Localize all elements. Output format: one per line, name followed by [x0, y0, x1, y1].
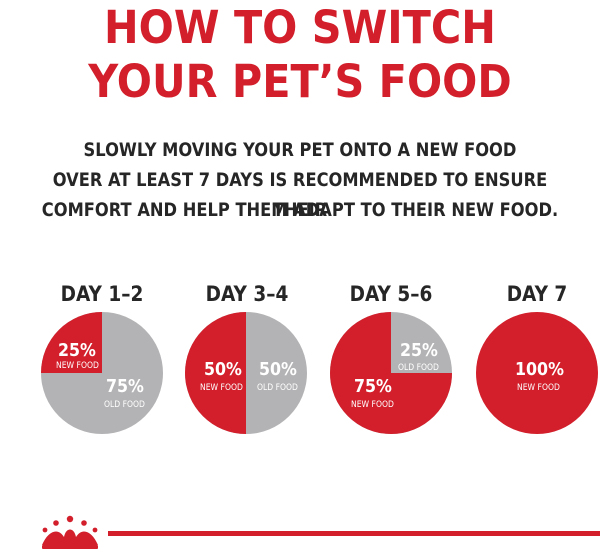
day-7-new-percent: 100%	[515, 359, 564, 380]
day-3-4-old-percent: 50%	[259, 359, 297, 380]
day-label-1-2: DAY 1–2	[60, 282, 144, 306]
day-7-new-caption: NEW FOOD	[517, 383, 560, 393]
day-5-6-new-percent: 75%	[354, 376, 392, 397]
page-title-line-2: YOUR PET’S FOOD	[88, 55, 512, 108]
day-5-6-old-percent: 25%	[400, 340, 438, 361]
intro-text-line-2: OVER AT LEAST 7 DAYS IS RECOMMENDED TO E…	[52, 170, 548, 221]
day-label-3-4: DAY 3–4	[205, 282, 289, 306]
intro-text-line-1: SLOWLY MOVING YOUR PET ONTO A NEW FOOD	[83, 140, 517, 161]
page-title-line-1: HOW TO SWITCH	[104, 1, 496, 54]
day-label-7: DAY 7	[506, 282, 568, 306]
day-3-4-old-caption: OLD FOOD	[257, 383, 298, 393]
pie-day-3-4-new-food	[185, 312, 246, 434]
day-1-2-old-caption: OLD FOOD	[104, 400, 145, 410]
bottom-red-rule	[108, 531, 600, 536]
day-1-2-new-percent: 25%	[58, 340, 96, 361]
pie-day-7-old-food	[476, 312, 598, 434]
pie-day-1-2-new-food	[41, 312, 102, 373]
intro-text-line-3: COMFORT AND HELP THEM ADAPT TO THEIR NEW…	[41, 200, 559, 221]
day-5-6-old-caption: OLD FOOD	[398, 363, 439, 373]
day-3-4-new-percent: 50%	[204, 359, 242, 380]
day-1-2-old-percent: 75%	[106, 376, 144, 397]
day-label-5-6: DAY 5–6	[349, 282, 433, 306]
day-3-4-new-caption: NEW FOOD	[200, 383, 243, 393]
royal-canin-crown-icon	[42, 515, 98, 549]
day-1-2-new-caption: NEW FOOD	[56, 361, 99, 371]
pie-day-5-6-new-food	[330, 312, 452, 434]
day-5-6-new-caption: NEW FOOD	[351, 400, 394, 410]
